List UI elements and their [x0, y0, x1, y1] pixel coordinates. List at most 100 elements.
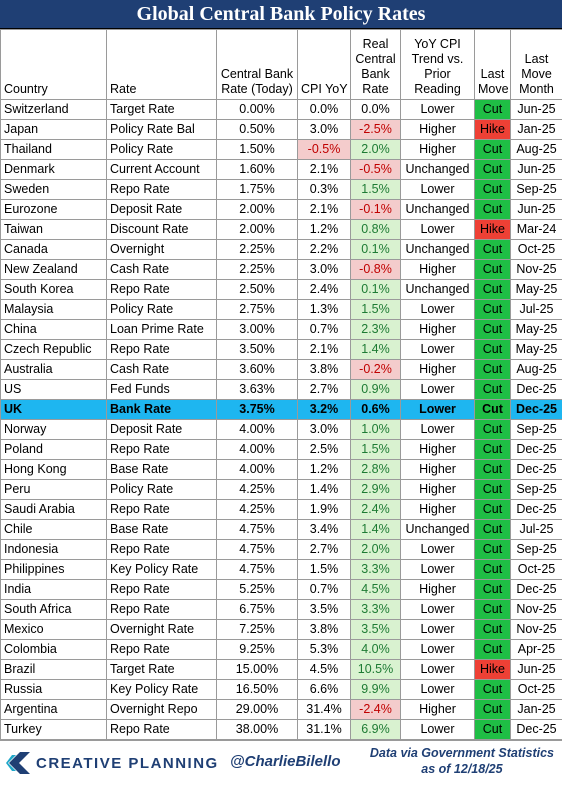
cell-real-rate: -2.4%	[351, 700, 401, 720]
cell-last-move: Cut	[475, 160, 511, 180]
cell-last-move-month: Dec-25	[511, 580, 562, 600]
cell-country: South Korea	[1, 280, 107, 300]
cell-cb-rate: 3.50%	[217, 340, 298, 360]
cell-last-move-month: Oct-25	[511, 560, 562, 580]
cell-last-move: Cut	[475, 380, 511, 400]
cell-cb-rate: 4.00%	[217, 460, 298, 480]
cell-trend: Higher	[401, 140, 475, 160]
header-rate: Rate	[107, 30, 217, 100]
cell-cpi: 3.5%	[298, 600, 351, 620]
cell-real-rate: 0.6%	[351, 400, 401, 420]
cell-cpi: 3.0%	[298, 260, 351, 280]
cell-country: Sweden	[1, 180, 107, 200]
cell-real-rate: 1.5%	[351, 300, 401, 320]
cell-country: Indonesia	[1, 540, 107, 560]
cell-cb-rate: 4.75%	[217, 560, 298, 580]
cell-country: Turkey	[1, 720, 107, 740]
cell-trend: Unchanged	[401, 240, 475, 260]
cell-last-move: Cut	[475, 560, 511, 580]
header-cb-rate: Central Bank Rate (Today)	[217, 30, 298, 100]
cell-cb-rate: 16.50%	[217, 680, 298, 700]
cell-cb-rate: 1.60%	[217, 160, 298, 180]
cell-real-rate: 6.9%	[351, 720, 401, 740]
cell-country: Denmark	[1, 160, 107, 180]
cell-last-move-month: Nov-25	[511, 600, 562, 620]
cell-cb-rate: 4.00%	[217, 440, 298, 460]
cell-cb-rate: 3.63%	[217, 380, 298, 400]
cell-last-move-month: Jun-25	[511, 200, 562, 220]
cell-trend: Higher	[401, 260, 475, 280]
cell-last-move: Cut	[475, 180, 511, 200]
cell-real-rate: 0.1%	[351, 240, 401, 260]
cell-real-rate: 4.5%	[351, 580, 401, 600]
cell-trend: Higher	[401, 360, 475, 380]
cell-country: New Zealand	[1, 260, 107, 280]
cell-cpi: 2.4%	[298, 280, 351, 300]
cell-cb-rate: 29.00%	[217, 700, 298, 720]
cell-rate: Repo Rate	[107, 280, 217, 300]
cell-last-move: Cut	[475, 240, 511, 260]
cell-last-move-month: May-25	[511, 280, 562, 300]
cell-country: Australia	[1, 360, 107, 380]
cell-last-move-month: Jun-25	[511, 160, 562, 180]
cell-last-move: Cut	[475, 640, 511, 660]
cell-last-move: Cut	[475, 520, 511, 540]
cell-real-rate: 9.9%	[351, 680, 401, 700]
cell-country: Argentina	[1, 700, 107, 720]
cell-last-move-month: Aug-25	[511, 140, 562, 160]
cell-last-move: Cut	[475, 200, 511, 220]
cell-rate: Repo Rate	[107, 580, 217, 600]
header-real-rate: Real Central Bank Rate	[351, 30, 401, 100]
cell-real-rate: 1.4%	[351, 520, 401, 540]
cell-real-rate: 3.5%	[351, 620, 401, 640]
cell-cb-rate: 5.25%	[217, 580, 298, 600]
cell-last-move: Cut	[475, 400, 511, 420]
cell-real-rate: -2.5%	[351, 120, 401, 140]
cell-rate: Target Rate	[107, 100, 217, 120]
cell-cb-rate: 7.25%	[217, 620, 298, 640]
cell-cpi: 3.8%	[298, 620, 351, 640]
cell-trend: Unchanged	[401, 160, 475, 180]
cell-cpi: 2.1%	[298, 160, 351, 180]
cell-last-move-month: Aug-25	[511, 360, 562, 380]
cell-cb-rate: 4.75%	[217, 520, 298, 540]
creative-planning-chevron-icon	[6, 752, 30, 774]
cell-last-move-month: Apr-25	[511, 640, 562, 660]
cell-real-rate: 1.4%	[351, 340, 401, 360]
cell-country: South Africa	[1, 600, 107, 620]
cell-country: US	[1, 380, 107, 400]
cell-cb-rate: 2.00%	[217, 200, 298, 220]
cell-last-move-month: Dec-25	[511, 380, 562, 400]
data-source: Data via Government Statistics as of 12/…	[370, 745, 554, 777]
cell-last-move-month: Oct-25	[511, 680, 562, 700]
cell-cpi: 1.2%	[298, 460, 351, 480]
cell-cb-rate: 2.00%	[217, 220, 298, 240]
cell-cpi: 3.0%	[298, 420, 351, 440]
logo-text: CREATIVE PLANNING	[36, 755, 219, 772]
cell-trend: Higher	[401, 440, 475, 460]
cell-last-move: Cut	[475, 420, 511, 440]
cell-rate: Key Policy Rate	[107, 680, 217, 700]
cell-last-move-month: Jun-25	[511, 660, 562, 680]
cell-cpi: 0.7%	[298, 580, 351, 600]
cell-cpi: 3.8%	[298, 360, 351, 380]
cell-last-move-month: Dec-25	[511, 440, 562, 460]
cell-country: Russia	[1, 680, 107, 700]
header-country: Country	[1, 30, 107, 100]
cell-cb-rate: 15.00%	[217, 660, 298, 680]
cell-last-move: Cut	[475, 100, 511, 120]
cell-cb-rate: 1.50%	[217, 140, 298, 160]
